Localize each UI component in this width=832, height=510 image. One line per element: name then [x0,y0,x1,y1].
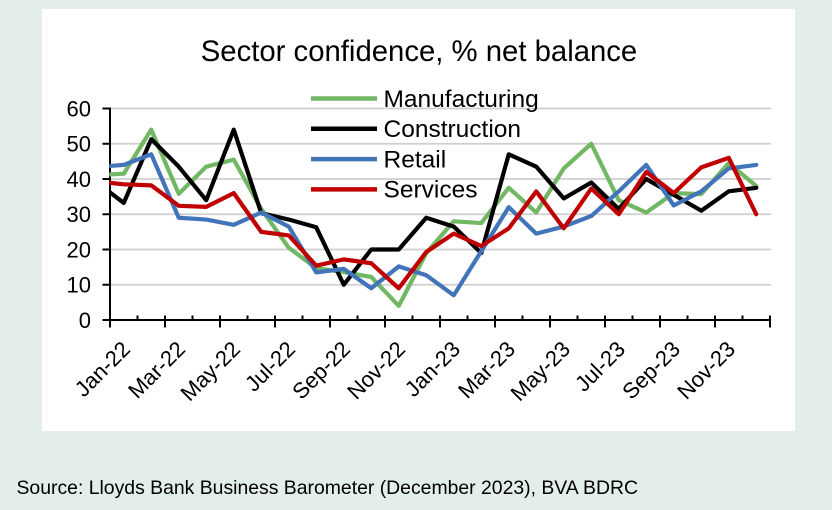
svg-text:10: 10 [67,273,91,298]
svg-text:20: 20 [67,237,91,262]
svg-text:Source: Lloyds Bank Business B: Source: Lloyds Bank Business Barometer (… [17,477,639,499]
svg-text:Sector confidence, % net balan: Sector confidence, % net balance [201,35,637,68]
svg-text:30: 30 [67,202,91,227]
svg-text:Manufacturing: Manufacturing [384,86,539,113]
svg-text:Construction: Construction [384,116,522,143]
svg-text:Retail: Retail [384,146,447,173]
svg-text:50: 50 [67,132,91,157]
svg-text:60: 60 [67,96,91,121]
svg-text:40: 40 [67,167,91,192]
svg-text:0: 0 [79,308,91,333]
svg-text:Services: Services [384,177,478,204]
